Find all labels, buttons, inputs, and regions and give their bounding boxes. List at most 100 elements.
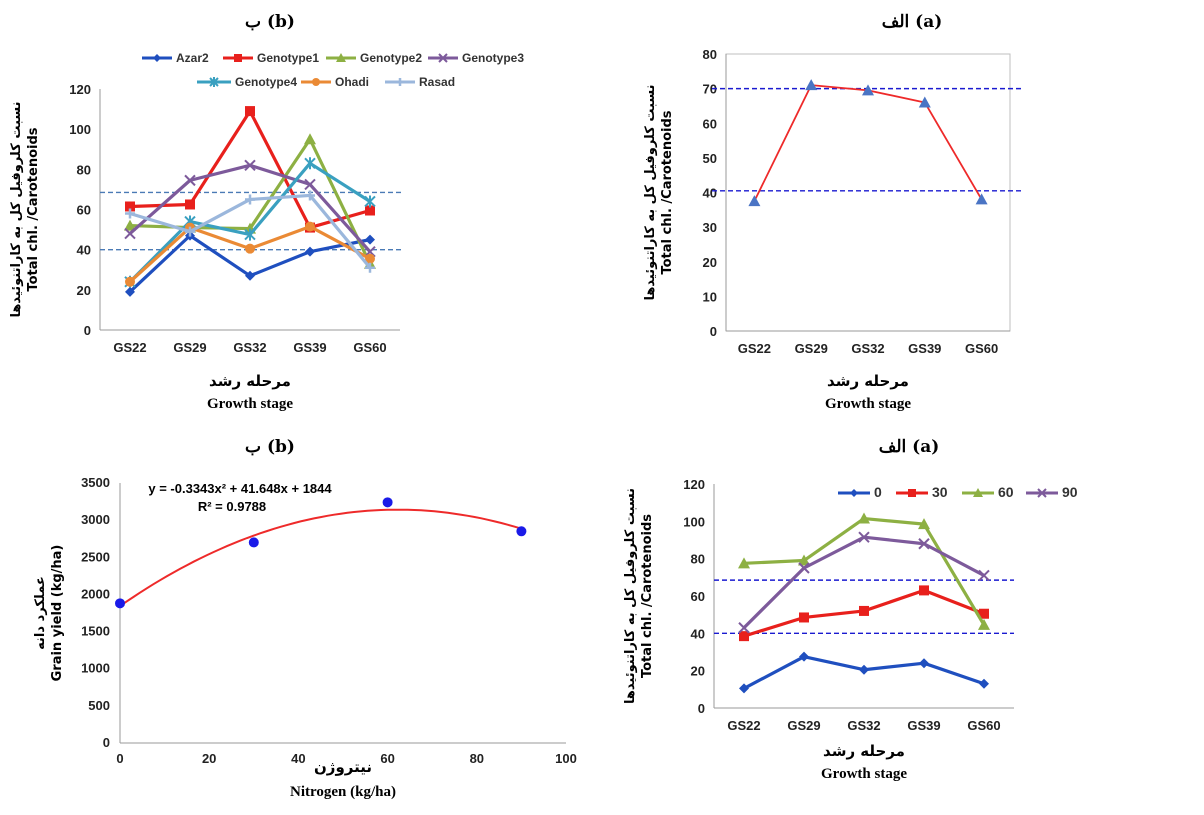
series-30 — [739, 585, 989, 642]
y-tick-label: 40 — [703, 186, 717, 201]
data-point — [124, 219, 136, 231]
y-tick-label: 100 — [683, 514, 705, 529]
legend-marker — [850, 489, 858, 497]
x-tick-label: GS22 — [727, 718, 760, 733]
y-tick-label: 80 — [703, 47, 717, 62]
chart-top-left: 0 20 40 60 80 100 120 GS22 GS29 GS32 GS39 GS60 Azar2… — [0, 0, 602, 425]
y-tick-label: 20 — [703, 255, 717, 270]
y-axis-label-en: Grain yield (kg/ha) — [50, 545, 65, 682]
y-tick-label: 60 — [691, 589, 705, 604]
data-point — [185, 226, 195, 237]
y-tick-label: 40 — [691, 626, 705, 641]
y-tick-label: 10 — [703, 289, 717, 304]
x-tick-label: GS32 — [847, 718, 880, 733]
x-axis-label-en: Growth stage — [207, 396, 293, 412]
x-axis-label-fa: مرحله رشد — [827, 372, 909, 390]
chart-top-right-svg: 0 10 20 30 40 50 60 70 80 GS22 GS29 GS32 GS39 GS60 الف… — [643, 12, 1024, 412]
trend-curve — [119, 508, 522, 607]
series-genotype3 — [124, 159, 376, 258]
y-tick-label: 120 — [683, 477, 705, 492]
data-point — [799, 651, 809, 662]
x-tick-label: GS39 — [908, 341, 941, 356]
y-tick-label: 20 — [77, 283, 91, 298]
y-axis-label-fa: نسبت کلروفیل کل به کاراتنوئیدها — [9, 102, 24, 318]
x-tick-label: 0 — [116, 751, 123, 766]
x-axis-label-fa: مرحله رشد — [209, 372, 291, 390]
data-point — [805, 79, 818, 91]
legend-marker — [153, 54, 161, 62]
data-point — [516, 526, 527, 537]
series-90 — [738, 531, 990, 634]
legend-entry-rasad: Rasad — [385, 75, 455, 89]
x-tick-label: GS29 — [795, 341, 828, 356]
x-tick-label: GS32 — [233, 340, 266, 355]
data-point — [918, 538, 930, 550]
data-point — [739, 683, 749, 694]
data-point — [365, 205, 375, 216]
data-point — [245, 270, 255, 281]
legend-entry-genotype2: Genotype2 — [326, 51, 422, 65]
y-axis-label-fa: عملکرد دانه — [33, 576, 48, 650]
data-point — [979, 608, 989, 619]
data-point — [382, 497, 393, 508]
data-point — [858, 531, 870, 543]
y-tick-label: 100 — [69, 122, 91, 137]
chart-top-right: 0 10 20 30 40 50 60 70 80 GS22 GS29 GS32 GS39 GS60 الف… — [602, 0, 1204, 425]
legend-entry-genotype3: Genotype3 — [428, 51, 524, 65]
x-tick-label: GS32 — [851, 341, 884, 356]
x-tick-label: GS60 — [353, 340, 386, 355]
panel-title: الف (a) — [879, 437, 940, 457]
data-point — [799, 612, 809, 623]
y-tick-label: 1000 — [81, 661, 110, 676]
legend-label: Genotype4 — [235, 75, 297, 89]
series-azar2 — [125, 230, 375, 297]
panel-title: الف (a) — [882, 12, 943, 32]
data-point — [862, 84, 874, 96]
data-point — [185, 199, 195, 210]
y-tick-label: 20 — [691, 664, 705, 679]
y-tick-label: 0 — [103, 735, 110, 750]
legend-label: Genotype3 — [462, 51, 524, 65]
x-tick-label: 60 — [380, 751, 394, 766]
data-point — [244, 228, 256, 241]
y-tick-label: 80 — [77, 162, 91, 177]
legend-label: 90 — [1062, 484, 1078, 500]
data-point — [738, 622, 750, 634]
y-tick-label: 0 — [84, 323, 91, 338]
series-line — [753, 84, 983, 202]
series-60 — [738, 512, 990, 630]
data-point — [978, 569, 990, 582]
legend-entry-30: 30 — [896, 484, 948, 500]
y-axis-label-en: Total chl. /Carotenoids — [640, 514, 655, 678]
legend-marker — [438, 53, 448, 63]
y-tick-label: 70 — [703, 82, 717, 97]
series-rasad — [125, 190, 375, 273]
legend-entry-genotype1: Genotype1 — [223, 51, 319, 65]
y-axis-label-fa: نسبت کلروفیل کل به کاراتنوئیدها — [623, 488, 638, 704]
data-point — [305, 246, 315, 257]
y-tick-label: 60 — [703, 116, 717, 131]
x-tick-label: GS60 — [967, 718, 1000, 733]
chart-bottom-right-svg: 0 20 40 60 80 100 120 GS22 GS29 GS32 GS39 GS60 0 30 60… — [623, 437, 1078, 782]
x-tick-label: GS60 — [965, 341, 998, 356]
legend-label: 30 — [932, 484, 948, 500]
data-point — [125, 208, 135, 219]
data-point — [918, 96, 931, 108]
legend-label: 60 — [998, 484, 1014, 500]
legend-label: Genotype1 — [257, 51, 319, 65]
data-point — [978, 618, 990, 630]
legend-entry-90: 90 — [1026, 484, 1078, 500]
y-tick-label: 30 — [703, 220, 717, 235]
data-point — [248, 537, 259, 548]
x-tick-label: GS22 — [738, 341, 771, 356]
data-point — [245, 106, 255, 117]
y-tick-label: 80 — [691, 552, 705, 567]
legend-marker — [908, 489, 916, 497]
legend-marker — [1037, 488, 1047, 498]
x-axis-label-en: Nitrogen (kg/ha) — [290, 784, 396, 800]
data-point — [245, 243, 255, 254]
legend-marker — [312, 78, 320, 86]
data-point — [748, 195, 761, 207]
y-tick-label: 0 — [698, 701, 705, 716]
data-point — [115, 598, 125, 609]
